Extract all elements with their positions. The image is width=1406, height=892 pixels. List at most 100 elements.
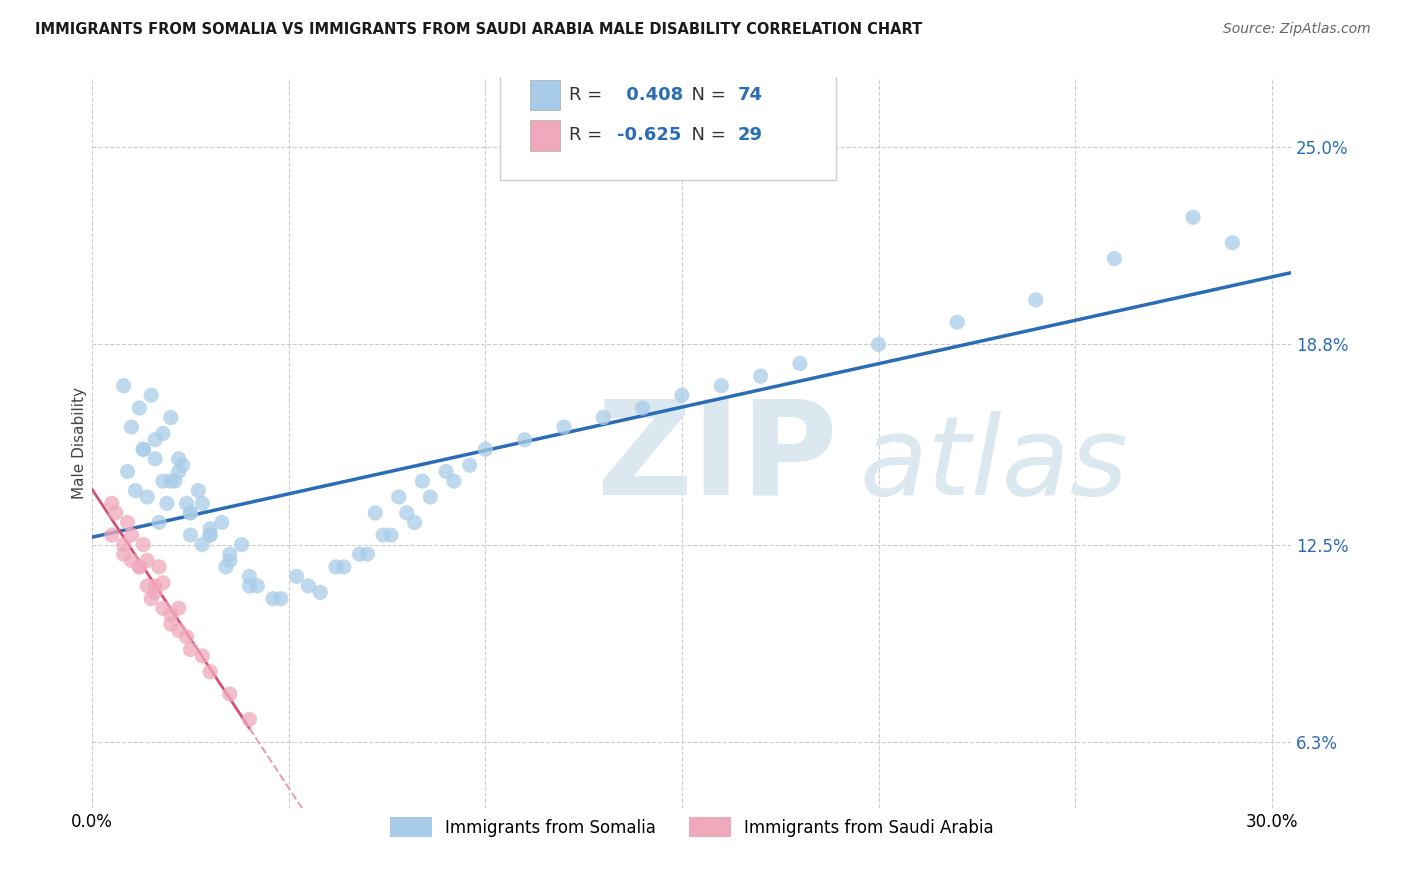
Point xyxy=(198,522,221,536)
Point xyxy=(132,442,155,457)
Point xyxy=(141,388,163,402)
Y-axis label: Male Disability: Male Disability xyxy=(72,387,87,499)
Point xyxy=(419,490,441,504)
Point xyxy=(121,553,143,567)
Point xyxy=(112,538,135,552)
Text: 0.408: 0.408 xyxy=(620,86,683,104)
Point xyxy=(117,465,139,479)
Point xyxy=(167,624,190,638)
Point xyxy=(325,560,347,574)
Point xyxy=(371,528,394,542)
Point xyxy=(143,451,166,466)
Point xyxy=(356,547,378,561)
Point xyxy=(167,601,190,615)
Point xyxy=(152,474,174,488)
Point xyxy=(132,538,155,552)
Point xyxy=(179,506,201,520)
Point xyxy=(231,538,253,552)
Point xyxy=(159,474,181,488)
Point xyxy=(167,465,190,479)
Point xyxy=(112,547,135,561)
Point xyxy=(238,713,260,727)
Point xyxy=(1182,211,1205,225)
Point xyxy=(270,591,292,606)
Point xyxy=(176,630,198,644)
Point xyxy=(285,569,308,583)
Point xyxy=(112,378,135,392)
Point xyxy=(179,642,201,657)
Point xyxy=(121,420,143,434)
Text: Source: ZipAtlas.com: Source: ZipAtlas.com xyxy=(1223,22,1371,37)
Point xyxy=(179,506,201,520)
Text: N =: N = xyxy=(679,86,731,104)
Point xyxy=(458,458,481,473)
Point xyxy=(246,579,269,593)
Point xyxy=(191,648,214,663)
Point xyxy=(364,506,387,520)
Point xyxy=(101,528,124,542)
Point xyxy=(333,560,356,574)
Text: 74: 74 xyxy=(737,86,762,104)
Point xyxy=(198,665,221,679)
Point xyxy=(218,547,240,561)
Point xyxy=(179,528,201,542)
Point xyxy=(592,410,614,425)
Point xyxy=(141,591,163,606)
Point xyxy=(124,483,146,498)
Point xyxy=(211,516,233,530)
Point xyxy=(132,442,155,457)
Text: -0.625: -0.625 xyxy=(617,126,682,145)
Point xyxy=(474,442,496,457)
Legend: Immigrants from Somalia, Immigrants from Saudi Arabia: Immigrants from Somalia, Immigrants from… xyxy=(384,810,1000,844)
Point xyxy=(297,579,319,593)
Point xyxy=(218,553,240,567)
Bar xyxy=(530,79,560,111)
Text: R =: R = xyxy=(569,86,609,104)
Point xyxy=(309,585,332,599)
Point xyxy=(349,547,371,561)
Point xyxy=(749,369,772,384)
Point xyxy=(148,516,170,530)
Point xyxy=(1025,293,1047,307)
Point xyxy=(167,451,190,466)
Point xyxy=(159,617,181,632)
Point xyxy=(152,426,174,441)
Point xyxy=(176,496,198,510)
Point xyxy=(868,337,890,351)
Point xyxy=(215,560,238,574)
Point xyxy=(172,458,194,473)
Text: ZIP: ZIP xyxy=(596,394,838,521)
Point xyxy=(128,560,150,574)
Point xyxy=(671,388,693,402)
Text: N =: N = xyxy=(679,126,731,145)
Point xyxy=(136,553,159,567)
Point xyxy=(198,528,221,542)
Point xyxy=(159,410,181,425)
Point xyxy=(163,474,186,488)
Point xyxy=(148,560,170,574)
Point xyxy=(187,483,209,498)
Point xyxy=(128,560,150,574)
Point xyxy=(136,579,159,593)
Point xyxy=(152,575,174,590)
Point xyxy=(104,506,127,520)
Point xyxy=(198,528,221,542)
Point xyxy=(404,516,426,530)
Point xyxy=(443,474,465,488)
Point xyxy=(121,528,143,542)
Point xyxy=(380,528,402,542)
Point xyxy=(388,490,411,504)
Point xyxy=(143,579,166,593)
Point xyxy=(411,474,433,488)
Point xyxy=(946,315,969,329)
Point xyxy=(191,538,214,552)
Point xyxy=(631,401,654,415)
Point xyxy=(191,496,214,510)
Point xyxy=(553,420,575,434)
Bar xyxy=(530,120,560,151)
Point xyxy=(218,687,240,701)
Point xyxy=(513,433,536,447)
Point xyxy=(156,496,179,510)
Point xyxy=(395,506,418,520)
Point xyxy=(434,465,457,479)
